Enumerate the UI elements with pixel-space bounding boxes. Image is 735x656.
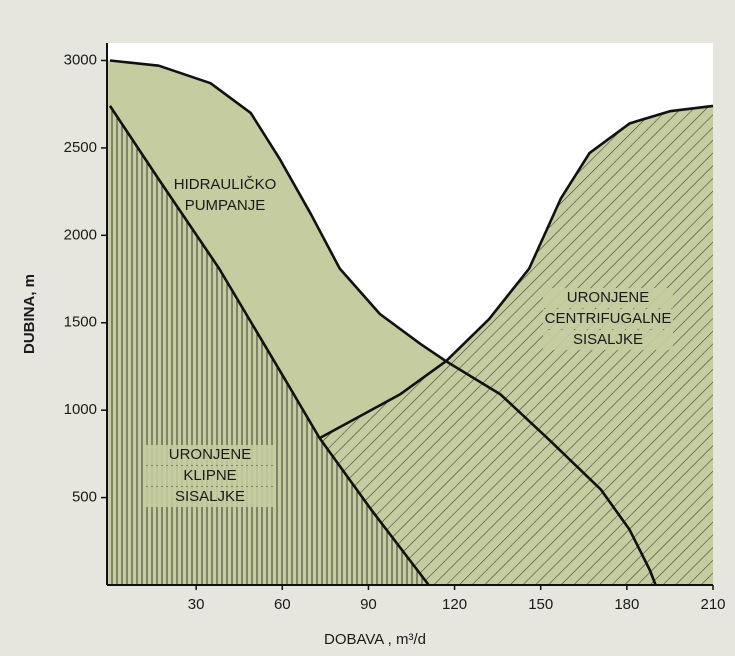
label-background (145, 487, 275, 507)
x-tick-label: 30 (188, 596, 205, 613)
y-tick-label: 1500 (64, 314, 97, 331)
label-background (543, 330, 673, 350)
y-tick-label: 1000 (64, 401, 97, 418)
label-background (145, 445, 275, 465)
piston-region (107, 105, 429, 586)
region-label: KLIPNE (183, 467, 236, 484)
y-tick-label: 3000 (64, 51, 97, 68)
label-background (543, 288, 673, 308)
x-tick-label: 210 (700, 596, 725, 613)
boundary-curve (318, 104, 714, 440)
region-label: HIDRAULIČKO (174, 176, 277, 193)
region-label: SISALJKE (573, 331, 643, 348)
x-tick-label: 120 (442, 596, 467, 613)
region-label: CENTRIFUGALNE (545, 310, 672, 327)
y-tick-label: 500 (72, 489, 97, 506)
y-tick-label: 2000 (64, 226, 97, 243)
region-label: URONJENE (567, 289, 650, 306)
x-tick-label: 180 (614, 596, 639, 613)
label-background (543, 309, 673, 329)
boundary-curve (109, 59, 657, 586)
label-background (145, 466, 275, 486)
y-tick-label: 2500 (64, 139, 97, 156)
x-tick-label: 150 (528, 596, 553, 613)
x-axis-label: DOBAVA , m³/d (324, 631, 426, 648)
region-label: SISALJKE (175, 488, 245, 505)
x-tick-label: 60 (274, 596, 291, 613)
region-label: URONJENE (169, 446, 252, 463)
region-label: PUMPANJE (185, 197, 266, 214)
y-axis-label: DUBINA, m (21, 274, 38, 354)
boundary-curve (108, 105, 430, 586)
x-tick-label: 90 (360, 596, 377, 613)
centrifugal-hatch (319, 105, 713, 586)
